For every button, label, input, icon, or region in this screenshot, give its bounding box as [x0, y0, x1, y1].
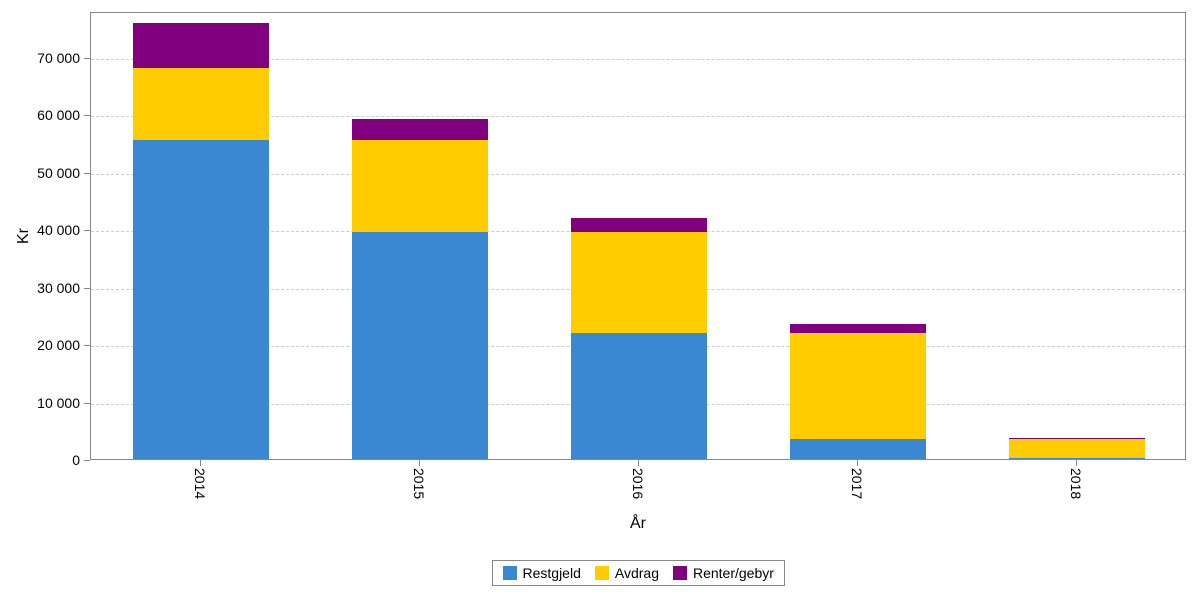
x-tick-label: 2015 [411, 468, 427, 499]
bar-segment-renter-gebyr [352, 119, 488, 140]
y-tick-mark [84, 345, 90, 346]
bar-group [133, 23, 269, 460]
y-tick-mark [84, 115, 90, 116]
y-tick-label: 40 000 [0, 222, 80, 238]
bar-segment-avdrag [790, 333, 926, 439]
y-tick-label: 10 000 [0, 395, 80, 411]
bar-segment-avdrag [352, 140, 488, 232]
bar-segment-restgjeld [1009, 458, 1145, 459]
x-tick-mark [638, 460, 639, 466]
x-tick-label: 2018 [1068, 468, 1084, 499]
y-tick-label: 30 000 [0, 280, 80, 296]
legend: Restgjeld Avdrag Renter/gebyr [492, 560, 785, 586]
x-tick-mark [1076, 460, 1077, 466]
bar-segment-restgjeld [571, 333, 707, 459]
y-tick-label: 50 000 [0, 165, 80, 181]
x-tick-mark [200, 460, 201, 466]
y-tick-mark [84, 403, 90, 404]
legend-item: Avdrag [595, 565, 659, 581]
legend-swatch [673, 566, 687, 580]
legend-swatch [503, 566, 517, 580]
x-tick-label: 2016 [630, 468, 646, 499]
bar-segment-avdrag [571, 232, 707, 333]
plot-area [90, 12, 1186, 460]
y-tick-mark [84, 173, 90, 174]
y-tick-mark [84, 460, 90, 461]
y-tick-mark [84, 230, 90, 231]
y-tick-label: 70 000 [0, 50, 80, 66]
x-tick-label: 2017 [849, 468, 865, 499]
bar-segment-avdrag [1009, 439, 1145, 458]
legend-item: Restgjeld [503, 565, 581, 581]
legend-item: Renter/gebyr [673, 565, 774, 581]
bar-segment-restgjeld [790, 439, 926, 459]
y-tick-label: 60 000 [0, 107, 80, 123]
bar-segment-renter-gebyr [571, 218, 707, 232]
legend-swatch [595, 566, 609, 580]
bar-segment-avdrag [133, 68, 269, 140]
stacked-bar-chart: Kr År RestgjeldAvdragRenter/gebyr 010 00… [0, 0, 1200, 600]
legend-label: Avdrag [615, 565, 659, 581]
y-tick-label: 20 000 [0, 337, 80, 353]
bar-group [790, 324, 926, 459]
y-tick-mark [84, 58, 90, 59]
bar-segment-renter-gebyr [790, 324, 926, 333]
bar-group [1009, 438, 1145, 459]
bar-group [352, 119, 488, 459]
y-tick-label: 0 [0, 452, 80, 468]
legend-label: Renter/gebyr [693, 565, 774, 581]
bar-segment-restgjeld [133, 140, 269, 459]
bar-group [571, 218, 707, 459]
y-tick-mark [84, 288, 90, 289]
legend-label: Restgjeld [523, 565, 581, 581]
bar-segment-renter-gebyr [133, 23, 269, 69]
x-tick-mark [419, 460, 420, 466]
x-tick-label: 2014 [192, 468, 208, 499]
x-axis-title: År [630, 515, 646, 533]
x-tick-mark [857, 460, 858, 466]
bar-segment-restgjeld [352, 232, 488, 459]
bar-segment-renter-gebyr [1009, 438, 1145, 439]
